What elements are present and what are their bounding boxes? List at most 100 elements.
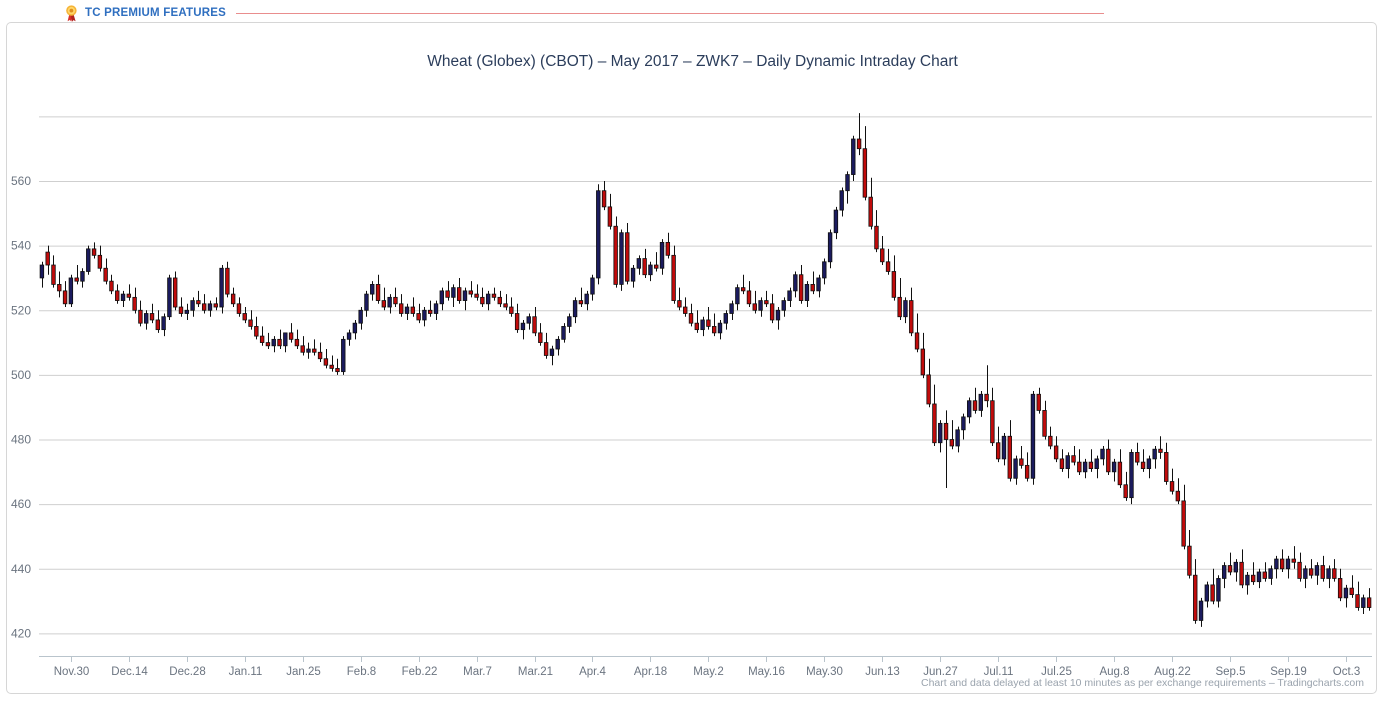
candlestick bbox=[375, 274, 381, 304]
candlestick bbox=[1355, 581, 1360, 611]
candlestick bbox=[758, 297, 763, 317]
candlestick bbox=[1024, 452, 1030, 482]
x-axis-tick-label: Jan.25 bbox=[286, 666, 321, 678]
candlestick bbox=[74, 265, 79, 285]
premium-features-label: TC PREMIUM FEATURES bbox=[85, 7, 226, 19]
candlestick bbox=[1262, 562, 1267, 582]
candlestick bbox=[1233, 559, 1239, 582]
candlestick bbox=[439, 287, 444, 311]
candlestick bbox=[242, 307, 247, 324]
candlestick bbox=[283, 332, 288, 353]
candlestick bbox=[387, 294, 392, 314]
candlestick bbox=[1181, 484, 1186, 550]
candlestick bbox=[1071, 445, 1076, 466]
candlestick bbox=[300, 336, 305, 356]
candlestick bbox=[1036, 387, 1041, 414]
candlestick bbox=[254, 316, 259, 340]
candlestick bbox=[781, 297, 786, 317]
x-axis-tick-label: Aug.8 bbox=[1099, 666, 1129, 678]
candlestick bbox=[961, 413, 966, 440]
candlestick bbox=[1030, 391, 1036, 485]
candlestick bbox=[1308, 559, 1314, 579]
candlestick bbox=[312, 339, 317, 356]
candlestick bbox=[885, 248, 891, 275]
candlestick bbox=[1198, 597, 1204, 627]
candlestick bbox=[1053, 436, 1059, 463]
candlestick bbox=[1222, 562, 1227, 589]
x-axis-tick-label: Jun.13 bbox=[865, 666, 900, 678]
candlestick bbox=[416, 303, 421, 324]
candlestick bbox=[648, 261, 653, 282]
candlestick bbox=[1320, 555, 1325, 582]
candlestick bbox=[729, 300, 734, 320]
candlestick bbox=[712, 313, 717, 337]
candlestick bbox=[225, 261, 230, 298]
candlestick bbox=[787, 287, 792, 308]
candlestick bbox=[103, 258, 108, 285]
candlestick bbox=[1337, 568, 1343, 602]
candlestick bbox=[601, 181, 607, 211]
y-axis-tick-label: 480 bbox=[11, 433, 31, 447]
candlestick bbox=[149, 303, 155, 324]
candlestick bbox=[654, 252, 659, 272]
candlestick bbox=[161, 313, 166, 337]
candlestick bbox=[833, 206, 839, 240]
candlestick bbox=[1216, 575, 1221, 608]
candlestick bbox=[317, 342, 323, 362]
candlestick bbox=[341, 336, 346, 375]
candlestick bbox=[903, 297, 908, 324]
candlestick bbox=[856, 113, 862, 156]
candlestick bbox=[938, 420, 943, 453]
candlestick bbox=[1175, 478, 1181, 505]
candlestick bbox=[967, 397, 972, 424]
candlestick bbox=[1019, 445, 1024, 469]
candlestick bbox=[995, 426, 1001, 463]
y-axis-tick-label: 460 bbox=[11, 497, 31, 511]
candlestick bbox=[1077, 449, 1082, 476]
candlestick bbox=[201, 294, 207, 314]
x-axis-tick-label: Mar.7 bbox=[463, 666, 492, 678]
candlestick bbox=[451, 284, 456, 308]
x-axis-tick-label: Aug.22 bbox=[1154, 666, 1190, 678]
candlestick bbox=[1135, 442, 1140, 466]
candlestick bbox=[329, 355, 334, 372]
candlestick bbox=[972, 387, 978, 414]
candlestick bbox=[984, 365, 989, 408]
candlestick bbox=[514, 303, 520, 333]
candlestick bbox=[1111, 458, 1117, 482]
candlestick bbox=[294, 329, 300, 350]
candlestick bbox=[422, 307, 427, 327]
candlestick bbox=[109, 274, 114, 295]
candlestick bbox=[1001, 433, 1007, 466]
candlestick bbox=[491, 287, 497, 301]
candlestick bbox=[172, 271, 178, 311]
candlestick-plot[interactable]: 420 440 460 480 500 520 540 560 Nov.30 Dec.14 Dec.… bbox=[7, 23, 1378, 695]
candlestick bbox=[590, 274, 595, 301]
candlestick bbox=[346, 329, 352, 346]
candlestick bbox=[115, 284, 120, 304]
candlestick bbox=[532, 307, 537, 337]
x-axis-tick-label: Feb.8 bbox=[347, 666, 376, 678]
candlestick bbox=[1268, 565, 1273, 585]
candlestick bbox=[1210, 568, 1215, 605]
candlestick bbox=[1013, 455, 1018, 485]
candlestick bbox=[1140, 449, 1146, 472]
candlestick bbox=[688, 303, 694, 327]
candlestick bbox=[567, 313, 572, 333]
candlestick bbox=[630, 265, 636, 288]
candlestick bbox=[1349, 575, 1354, 598]
candlestick bbox=[694, 310, 700, 333]
candlestick bbox=[132, 287, 137, 314]
candlestick bbox=[277, 329, 282, 350]
candlestick bbox=[497, 290, 502, 308]
candlestick bbox=[1123, 471, 1128, 501]
candlestick bbox=[190, 297, 195, 317]
candlestick bbox=[526, 313, 531, 330]
y-axis-tick-label: 520 bbox=[11, 303, 31, 317]
candlestick bbox=[1239, 549, 1244, 589]
x-axis-tick-label: Jun.27 bbox=[923, 666, 958, 678]
candlestick bbox=[769, 294, 775, 324]
candlestick bbox=[1314, 562, 1320, 585]
candlestick bbox=[1274, 555, 1279, 579]
candlestick bbox=[120, 290, 126, 308]
